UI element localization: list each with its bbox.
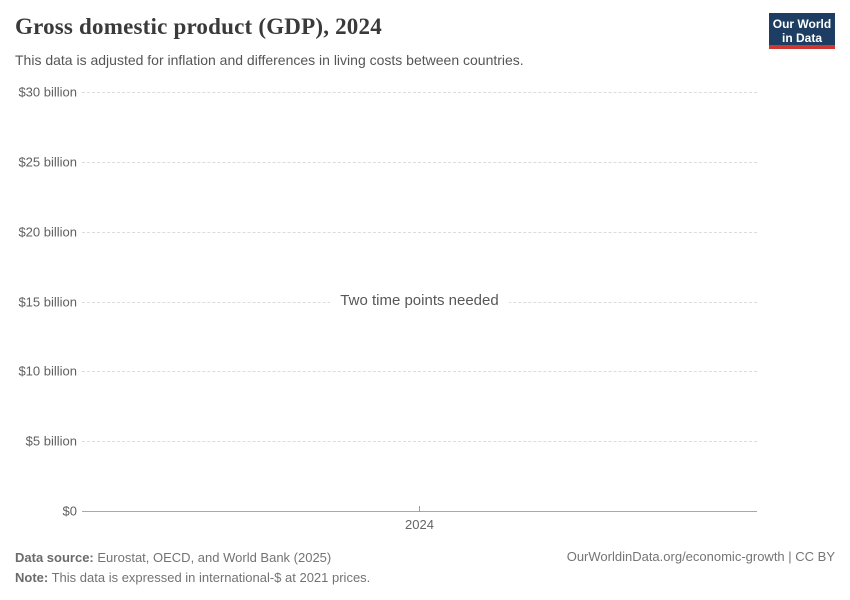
note-text: This data is expressed in international-… <box>51 570 371 585</box>
chart-subtitle: This data is adjusted for inflation and … <box>15 52 524 68</box>
y-axis-tick-label: $10 billion <box>18 363 77 379</box>
y-axis-tick-label: $30 billion <box>18 84 77 100</box>
gridline <box>82 371 757 372</box>
gridline <box>82 92 757 93</box>
data-source-text: Eurostat, OECD, and World Bank (2025) <box>97 550 332 565</box>
y-axis-tick-label: $0 <box>62 503 77 519</box>
note-line: Note: This data is expressed in internat… <box>15 568 370 588</box>
chart-footer: Data source: Eurostat, OECD, and World B… <box>15 548 370 588</box>
gridline <box>82 232 757 233</box>
owid-citation-link[interactable]: OurWorldinData.org/economic-growth | CC … <box>566 549 835 564</box>
chart-title: Gross domestic product (GDP), 2024 <box>15 14 382 39</box>
y-axis-tick-label: $25 billion <box>18 154 77 170</box>
owid-logo-line1: Our World <box>772 17 832 31</box>
x-axis-tick-label: 2024 <box>405 517 434 532</box>
note-label: Note: <box>15 570 49 585</box>
data-source-line: Data source: Eurostat, OECD, and World B… <box>15 548 370 568</box>
owid-logo-line2: in Data <box>781 31 822 45</box>
gridline <box>82 162 757 163</box>
gridline <box>82 441 757 442</box>
empty-state-message: Two time points needed <box>82 290 757 311</box>
owid-logo[interactable]: Our World in Data <box>769 13 835 49</box>
data-source-label: Data source: <box>15 550 94 565</box>
x-axis-tick <box>419 506 420 512</box>
y-axis-tick-label: $5 billion <box>25 433 77 449</box>
y-axis-tick-label: $15 billion <box>18 294 77 310</box>
y-axis-tick-label: $20 billion <box>18 224 77 240</box>
